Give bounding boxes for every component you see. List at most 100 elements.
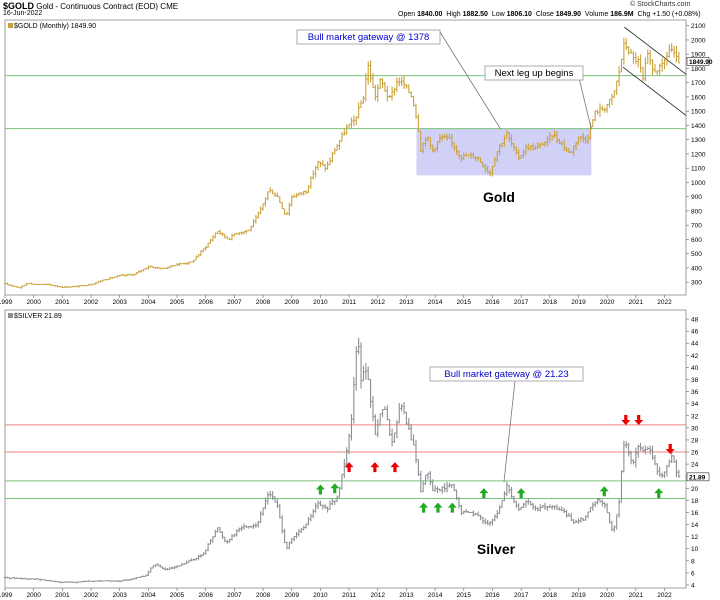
- price-bar: [240, 231, 243, 235]
- price-bar: [44, 283, 47, 286]
- price-bar: [218, 527, 222, 533]
- price-bar: [13, 285, 16, 287]
- price-bar: [18, 286, 21, 289]
- x-tick-label: 2018: [543, 299, 558, 306]
- price-bar: [46, 283, 50, 286]
- price-bar: [132, 577, 136, 581]
- price-bar: [656, 463, 659, 476]
- y-tick-label: 1600: [691, 94, 706, 101]
- price-bar: [524, 500, 528, 508]
- price-bar: [68, 286, 71, 288]
- price-bar: [538, 504, 542, 512]
- price-bar: [292, 535, 296, 542]
- price-bar: [170, 265, 174, 268]
- price-bar: [331, 498, 334, 506]
- price-bar: [280, 515, 284, 534]
- price-bar: [629, 48, 633, 54]
- price-bar: [658, 466, 662, 477]
- price-bar: [407, 84, 411, 94]
- price-bar: [223, 536, 227, 543]
- price-bar: [309, 176, 313, 189]
- price-bar: [338, 140, 341, 150]
- x-tick-label: 2013: [399, 299, 414, 306]
- price-bar: [216, 231, 219, 234]
- price-bar: [617, 498, 621, 518]
- up-arrow-icon: [447, 502, 457, 513]
- price-bar: [151, 266, 155, 269]
- copyright: © StockCharts.com: [630, 1, 691, 8]
- price-bar: [319, 500, 322, 507]
- price-bar: [104, 580, 107, 582]
- price-bar: [151, 565, 155, 569]
- price-bar: [452, 483, 456, 492]
- y-tick-label: 1100: [691, 166, 705, 173]
- price-bar: [223, 233, 227, 239]
- price-bar: [77, 285, 81, 288]
- price-bar: [555, 504, 559, 510]
- price-bar: [460, 155, 463, 162]
- price-bar: [648, 50, 652, 65]
- price-bar: [178, 262, 181, 267]
- price-bar: [46, 579, 50, 582]
- chg-value: +1.50 (+0.08%): [652, 11, 701, 18]
- price-bar: [570, 150, 573, 154]
- price-bar: [276, 192, 279, 198]
- y-tick-label: 500: [691, 251, 702, 258]
- price-bar: [613, 525, 616, 533]
- x-tick-label: 2006: [198, 299, 213, 306]
- price-bar: [405, 411, 408, 425]
- price-bar: [591, 502, 595, 511]
- x-tick-label: 2017: [514, 592, 529, 599]
- legend-text: $SILVER 21.89: [14, 313, 62, 320]
- price-bar: [467, 154, 470, 157]
- open-label: Open: [398, 11, 416, 18]
- price-bar: [314, 502, 317, 513]
- price-bar: [445, 481, 449, 493]
- y-tick-label: 800: [691, 208, 702, 215]
- low-label: Low: [491, 11, 505, 18]
- symbol-description: Gold - Continuous Contract (EOD) CME: [36, 2, 179, 11]
- y-tick-label: 1000: [691, 180, 706, 187]
- price-bar: [343, 128, 346, 136]
- price-bar: [670, 451, 673, 464]
- price-bar: [139, 270, 143, 273]
- price-bar: [493, 156, 497, 167]
- price-bar: [304, 190, 308, 195]
- annotation-box: [429, 366, 584, 382]
- price-bar: [572, 518, 575, 524]
- price-bar: [340, 131, 344, 142]
- price-bar: [323, 504, 327, 509]
- price-bar: [168, 567, 172, 570]
- price-bar: [503, 135, 506, 147]
- price-bar: [498, 143, 501, 156]
- price-bar: [541, 505, 544, 509]
- x-tick-label: 2015: [457, 592, 472, 599]
- price-bar: [648, 445, 652, 455]
- price-bar: [472, 510, 475, 517]
- price-bar: [515, 146, 518, 155]
- price-bar: [589, 507, 592, 513]
- y-tick-label: 1200: [691, 151, 706, 158]
- price-bar: [620, 470, 623, 503]
- price-bar: [381, 78, 384, 89]
- open-value: 1840.00: [417, 11, 443, 18]
- price-bar: [414, 103, 418, 119]
- x-tick-label: 2002: [84, 299, 99, 306]
- price-bar: [235, 529, 239, 537]
- price-bar: [443, 133, 446, 139]
- x-tick-label: 2004: [141, 299, 156, 306]
- price-bar: [10, 284, 14, 287]
- price-bar: [328, 500, 332, 510]
- price-bar: [170, 566, 174, 570]
- x-tick-label: 2020: [600, 299, 615, 306]
- price-bar: [488, 520, 492, 526]
- price-bar: [125, 579, 129, 581]
- price-bar: [111, 277, 114, 279]
- price-bar: [553, 505, 556, 510]
- price-bar: [603, 501, 607, 509]
- chart-date: 16-Jun-2022: [3, 10, 43, 17]
- price-bar: [486, 165, 489, 174]
- price-bar: [290, 537, 294, 544]
- panel-label: Silver: [477, 541, 516, 557]
- price-bar: [27, 283, 31, 285]
